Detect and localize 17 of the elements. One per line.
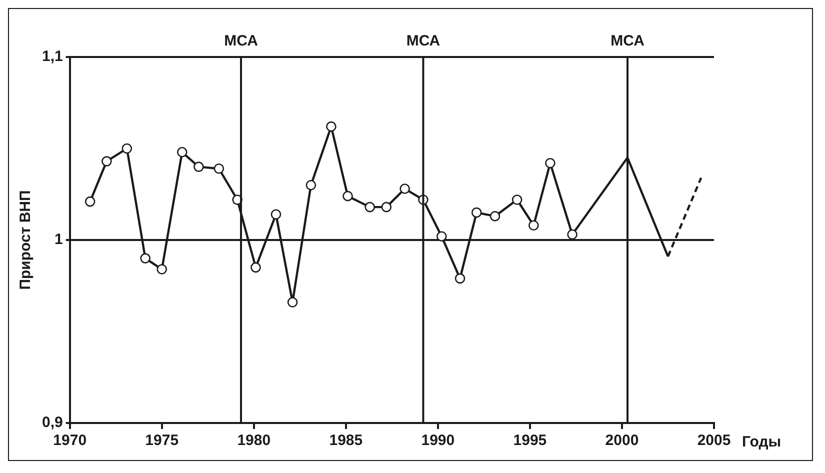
- y-tick-label: 0,9: [42, 414, 63, 432]
- x-tick-label: 1970: [53, 432, 87, 450]
- y-axis-title: Прирост ВНП: [17, 190, 34, 290]
- x-tick-label: 1975: [145, 432, 179, 450]
- x-tick-label: 2000: [605, 432, 639, 450]
- y-tick-label: 1,1: [42, 48, 63, 66]
- x-tick-label: 1980: [237, 432, 271, 450]
- x-tick-label: 1990: [421, 432, 455, 450]
- ref-line-label: МСА: [224, 32, 258, 50]
- x-axis-title: Годы: [742, 434, 782, 451]
- frame: Прирост ВНП 1970 1975 1980 1985 1990 1995 2000 2005 0,9 1 1,1 МСА МСА МСА Годы: [8, 8, 813, 461]
- ref-line-label: МСА: [610, 32, 645, 50]
- y-tick-label: 1: [54, 231, 63, 248]
- ref-line-label: МСА: [406, 32, 440, 50]
- x-tick-label: 1985: [329, 432, 363, 450]
- x-tick-label: 2005: [697, 432, 731, 450]
- x-tick-label: 1995: [513, 432, 547, 450]
